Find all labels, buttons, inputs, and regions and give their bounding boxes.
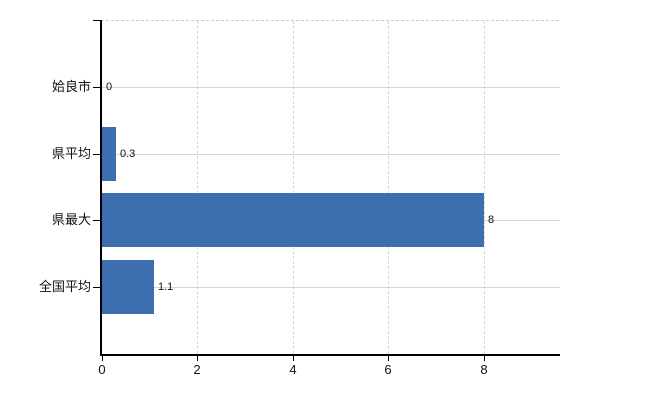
category-label: 県最大 xyxy=(51,212,91,227)
y-tick-mark xyxy=(93,287,100,288)
x-tick-label: 0 xyxy=(98,362,106,377)
x-tick-mark xyxy=(484,356,485,361)
x-tick-mark xyxy=(293,356,294,361)
bar xyxy=(102,127,116,181)
y-tick-mark xyxy=(93,154,100,155)
x-gridline xyxy=(293,21,294,354)
category-label: 姶良市 xyxy=(51,79,91,94)
y-tick-mark xyxy=(93,87,100,88)
bar-value-label: 1.1 xyxy=(158,281,174,293)
plot-area xyxy=(100,20,560,354)
x-tick-label: 8 xyxy=(480,362,488,377)
y-gridline xyxy=(102,87,560,88)
bar xyxy=(102,193,484,247)
x-tick-label: 4 xyxy=(289,362,297,377)
y-gridline xyxy=(102,154,560,155)
category-label: 全国平均 xyxy=(38,279,91,294)
x-gridline xyxy=(484,21,485,354)
x-gridline xyxy=(388,21,389,354)
x-tick-mark xyxy=(197,356,198,361)
bar xyxy=(102,260,154,314)
category-label: 県平均 xyxy=(51,146,91,161)
y-gridline xyxy=(102,287,560,288)
plot-top-border xyxy=(101,20,559,21)
bar-value-label: 0 xyxy=(106,81,113,93)
x-tick-mark xyxy=(102,356,103,361)
y-tick-mark xyxy=(93,220,100,221)
x-axis-line xyxy=(100,354,560,356)
y-axis-top-tick xyxy=(93,20,100,21)
x-tick-label: 6 xyxy=(384,362,392,377)
x-tick-label: 2 xyxy=(193,362,201,377)
bar-value-label: 0.3 xyxy=(120,148,136,160)
bar-value-label: 8 xyxy=(488,214,495,226)
x-tick-mark xyxy=(388,356,389,361)
y-axis-line xyxy=(100,20,102,356)
x-gridline xyxy=(197,21,198,354)
